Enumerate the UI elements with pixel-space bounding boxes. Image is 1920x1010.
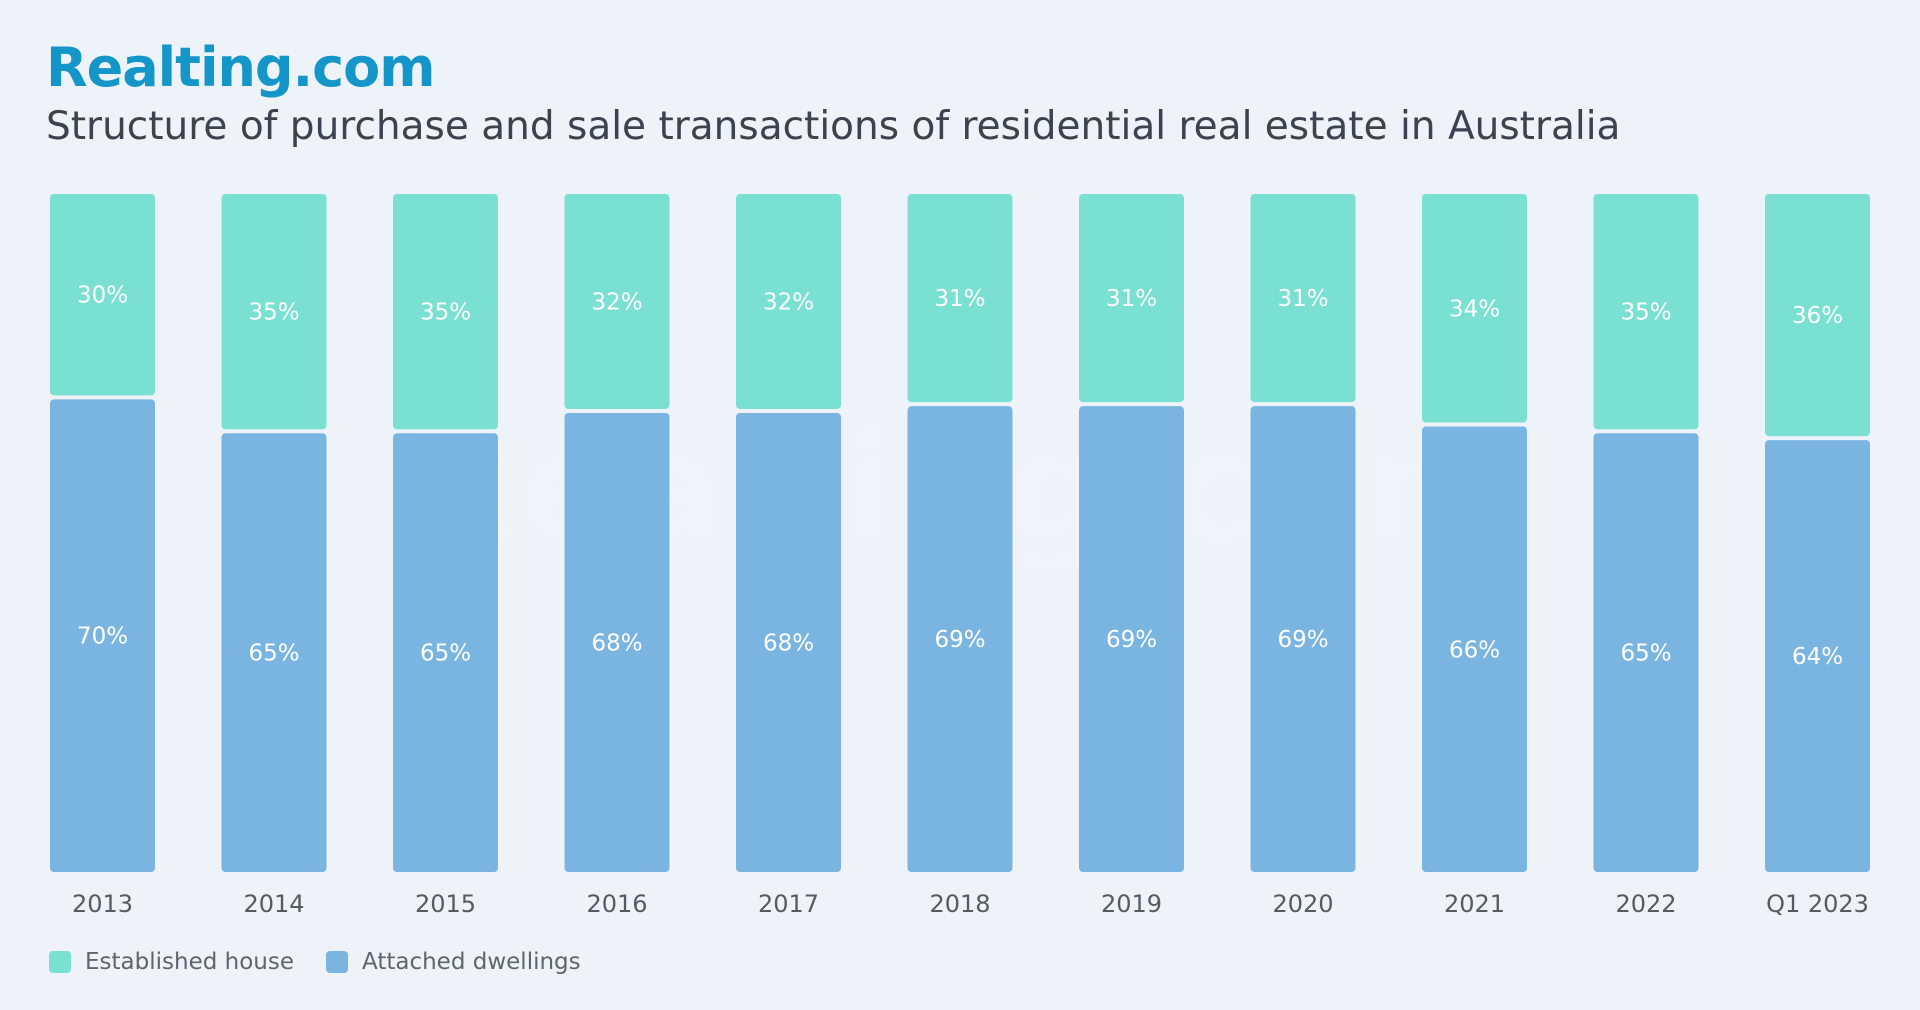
bar-attached-dwellings-2013 [50, 399, 155, 872]
data-label-attached-dwellings-2019: 69% [1106, 627, 1157, 653]
bar-established-house-2021 [1422, 194, 1527, 423]
data-label-attached-dwellings-2015: 65% [420, 641, 471, 667]
x-tick-label-2021: 2021 [1444, 890, 1505, 918]
x-tick-label-2016: 2016 [586, 890, 647, 918]
data-label-established-house-2016: 32% [591, 289, 642, 315]
data-label-established-house-2013: 30% [77, 283, 128, 309]
bar-established-house-2022 [1593, 194, 1699, 430]
bar-established-house-2019 [1079, 194, 1184, 403]
bar-established-house-2017 [736, 194, 841, 409]
legend-label-established-house: Established house [85, 949, 294, 975]
data-label-attached-dwellings-2020: 69% [1277, 627, 1328, 653]
bar-attached-dwellings-2016 [564, 412, 670, 872]
data-label-attached-dwellings-2021: 66% [1449, 637, 1500, 663]
brand-logo: Realting.com [46, 36, 435, 99]
legend-item-attached-dwellings: Attached dwellings [326, 949, 581, 975]
data-label-established-house-2018: 31% [934, 286, 985, 312]
bar-established-house-2013 [50, 194, 155, 396]
x-tick-label-2017: 2017 [758, 890, 819, 918]
data-label-attached-dwellings-2018: 69% [934, 627, 985, 653]
x-tick-label-q1-2023: Q1 2023 [1766, 890, 1869, 918]
data-label-attached-dwellings-2013: 70% [77, 624, 128, 650]
data-label-established-house-2020: 31% [1277, 286, 1328, 312]
data-label-attached-dwellings-q1-2023: 64% [1792, 644, 1843, 670]
data-label-established-house-2015: 35% [420, 300, 471, 326]
bar-attached-dwellings-2019 [1079, 406, 1184, 872]
data-label-attached-dwellings-2022: 65% [1620, 641, 1671, 667]
bar-established-house-2020 [1250, 194, 1356, 403]
bar-attached-dwellings-2018 [907, 406, 1013, 872]
data-label-established-house-2017: 32% [763, 289, 814, 315]
legend-item-established-house: Established house [49, 949, 294, 975]
chart-legend: Established house Attached dwellings [49, 949, 613, 975]
x-tick-label-2015: 2015 [415, 890, 476, 918]
chart-title: Structure of purchase and sale transacti… [46, 104, 1621, 149]
bar-attached-dwellings-2022 [1593, 433, 1699, 872]
bar-established-house-2018 [907, 194, 1013, 403]
data-label-established-house-2019: 31% [1106, 286, 1157, 312]
bar-attached-dwellings-2014 [221, 433, 327, 872]
bar-established-house-q1-2023 [1765, 194, 1870, 437]
x-tick-label-2020: 2020 [1272, 890, 1333, 918]
x-tick-label-2018: 2018 [929, 890, 990, 918]
bar-established-house-2016 [564, 194, 670, 409]
x-tick-label-2019: 2019 [1101, 890, 1162, 918]
data-label-established-house-2014: 35% [248, 300, 299, 326]
x-tick-label-2014: 2014 [243, 890, 304, 918]
legend-swatch-attached-dwellings [326, 951, 348, 973]
data-label-attached-dwellings-2014: 65% [248, 641, 299, 667]
legend-label-attached-dwellings: Attached dwellings [362, 949, 581, 975]
bar-attached-dwellings-2015 [393, 433, 498, 872]
x-tick-label-2013: 2013 [72, 890, 133, 918]
data-label-established-house-2022: 35% [1620, 300, 1671, 326]
bar-established-house-2015 [393, 194, 498, 430]
legend-swatch-established-house [49, 951, 71, 973]
data-label-attached-dwellings-2017: 68% [763, 630, 814, 656]
bar-attached-dwellings-2020 [1250, 406, 1356, 872]
bar-attached-dwellings-2017 [736, 412, 841, 872]
x-tick-label-2022: 2022 [1615, 890, 1676, 918]
bar-established-house-2014 [221, 194, 327, 430]
data-label-established-house-2021: 34% [1449, 296, 1500, 322]
bar-attached-dwellings-2021 [1422, 426, 1527, 872]
data-label-attached-dwellings-2016: 68% [591, 630, 642, 656]
data-label-established-house-q1-2023: 36% [1792, 303, 1843, 329]
bar-attached-dwellings-q1-2023 [1765, 440, 1870, 872]
